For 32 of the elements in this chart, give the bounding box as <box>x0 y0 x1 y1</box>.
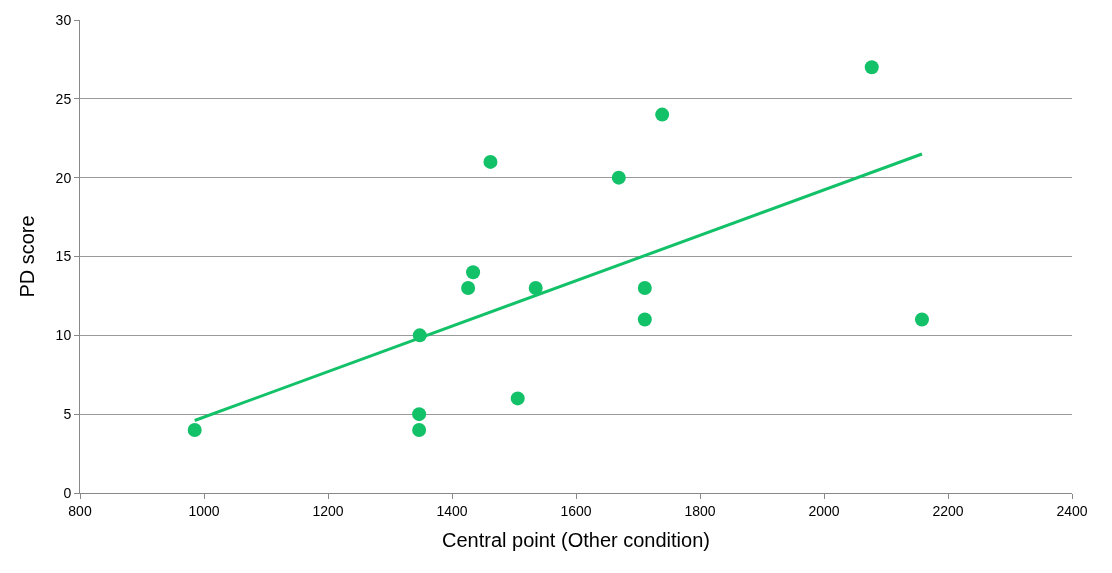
point <box>637 312 652 327</box>
point <box>528 281 543 296</box>
point <box>655 107 670 122</box>
point <box>483 154 498 169</box>
y-tick-label: 0 <box>63 484 72 501</box>
point <box>637 281 652 296</box>
x-tick-label: 1200 <box>312 502 344 519</box>
point <box>864 60 879 75</box>
x-tick-label: 800 <box>68 502 92 519</box>
point <box>461 281 476 296</box>
x-tick-label: 2000 <box>808 502 840 519</box>
x-tick-label: 1400 <box>436 502 468 519</box>
point <box>412 422 427 437</box>
y-tick-label: 20 <box>55 169 72 186</box>
point <box>187 422 202 437</box>
point <box>510 391 525 406</box>
x-tick-label: 2400 <box>1056 502 1088 519</box>
x-tick-label: 1800 <box>684 502 716 519</box>
x-tick-label: 1600 <box>560 502 592 519</box>
point <box>466 265 481 280</box>
y-tick-label: 5 <box>63 406 72 423</box>
x-tick-label: 2200 <box>932 502 964 519</box>
y-tick-label: 10 <box>55 327 72 344</box>
point <box>412 407 427 422</box>
y-tick-label: 25 <box>55 90 72 107</box>
x-tick-label: 1000 <box>188 502 220 519</box>
y-axis-title: PD score <box>16 215 39 298</box>
y-tick-label: 30 <box>55 11 72 28</box>
point <box>611 170 626 185</box>
x-axis-title: Central point (Other condition) <box>442 529 710 552</box>
point <box>914 312 929 327</box>
y-tick-label: 15 <box>55 248 72 265</box>
